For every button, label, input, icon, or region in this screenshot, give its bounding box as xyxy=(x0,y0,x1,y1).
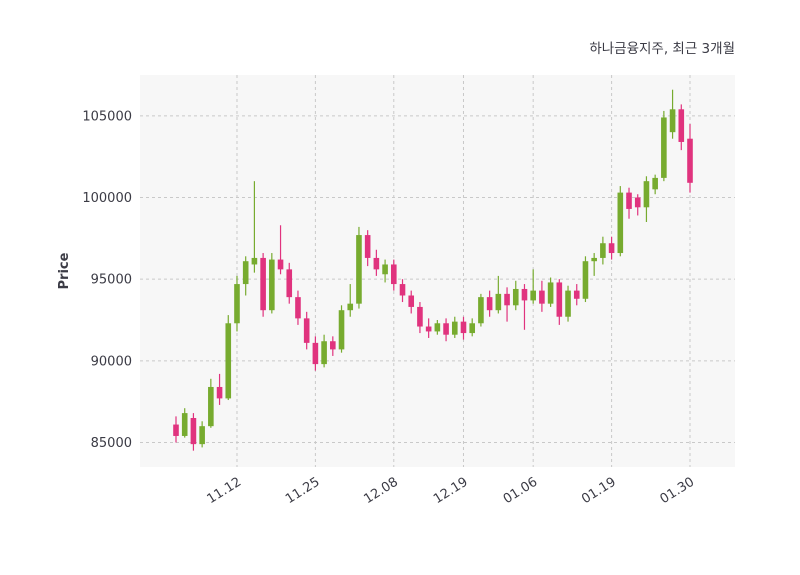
candle-body xyxy=(556,282,563,317)
candle-body xyxy=(617,192,624,254)
candle-body xyxy=(678,109,685,142)
candle-body xyxy=(530,290,536,301)
candle-body xyxy=(547,282,554,304)
candle-body xyxy=(512,288,519,306)
candle-body xyxy=(216,386,223,399)
y-axis-label: Price xyxy=(57,252,72,289)
candle-body xyxy=(652,177,658,190)
candle-body xyxy=(600,243,606,258)
candle-body xyxy=(582,261,589,299)
candle-body xyxy=(443,323,449,335)
candle-body xyxy=(373,257,380,270)
candle-body xyxy=(399,284,406,296)
candle-body xyxy=(591,257,597,262)
candle-body xyxy=(661,117,667,178)
candle-body xyxy=(608,243,615,254)
candle-body xyxy=(234,284,240,324)
candle-body xyxy=(521,288,528,301)
candle-body xyxy=(364,235,371,258)
candle-body xyxy=(469,323,476,334)
x-tick-label: 01.06 xyxy=(501,475,541,507)
candle-body xyxy=(451,321,458,335)
x-tick-label: 11.25 xyxy=(283,475,323,507)
candle-body xyxy=(687,138,693,183)
candle-body xyxy=(417,306,423,327)
candle-body xyxy=(303,318,310,343)
candle-body xyxy=(382,264,388,275)
candle-body xyxy=(495,293,502,311)
candle-body xyxy=(478,297,484,324)
x-tick-label: 01.19 xyxy=(579,475,619,507)
candle-body xyxy=(338,310,345,350)
plot-area xyxy=(140,75,735,467)
candle-body xyxy=(539,290,545,304)
candle-body xyxy=(434,323,441,332)
candle-body xyxy=(321,341,327,365)
candle-body xyxy=(286,269,293,298)
y-tick-label: 95000 xyxy=(91,273,132,288)
x-tick-label: 12.08 xyxy=(361,475,401,507)
candle-body xyxy=(242,261,249,285)
candle-body xyxy=(277,259,284,270)
candle-body xyxy=(486,297,493,311)
plot-layer: 85000 90000 95000 100000 105000 11.12 11.25 12.… xyxy=(82,75,735,507)
candle-body xyxy=(181,413,188,436)
candle-body xyxy=(565,290,571,317)
candle-body xyxy=(251,257,258,265)
y-tick-label: 105000 xyxy=(82,109,132,124)
chart-title: 하나금융지주, 최근 3개월 xyxy=(589,41,735,57)
candle-body xyxy=(356,235,362,304)
y-tick-label: 100000 xyxy=(82,191,132,206)
candle-body xyxy=(643,181,650,208)
candle-body xyxy=(295,297,301,319)
x-tick-label: 11.12 xyxy=(205,475,245,507)
candle-body xyxy=(669,109,676,133)
candle-body xyxy=(225,323,232,399)
candle-body xyxy=(269,259,275,311)
candle-body xyxy=(390,264,397,285)
candle-body xyxy=(199,426,205,445)
candle-body xyxy=(173,424,179,436)
y-tick-label: 85000 xyxy=(91,436,132,451)
y-tick-label: 90000 xyxy=(91,354,132,369)
candle-body xyxy=(504,293,510,306)
candle-body xyxy=(312,342,319,365)
candle-body xyxy=(330,341,336,350)
candle-body xyxy=(347,303,354,311)
candle-body xyxy=(634,197,641,208)
candle-body xyxy=(573,290,580,299)
candle-body xyxy=(260,257,266,311)
x-tick-label: 01.30 xyxy=(658,475,698,507)
candle-body xyxy=(190,418,197,445)
candle-body xyxy=(626,192,632,209)
candle-body xyxy=(408,295,415,307)
candle-body xyxy=(425,326,432,332)
candle-body xyxy=(460,321,467,334)
candle-body xyxy=(208,386,214,427)
x-tick-label: 12.19 xyxy=(431,475,471,507)
